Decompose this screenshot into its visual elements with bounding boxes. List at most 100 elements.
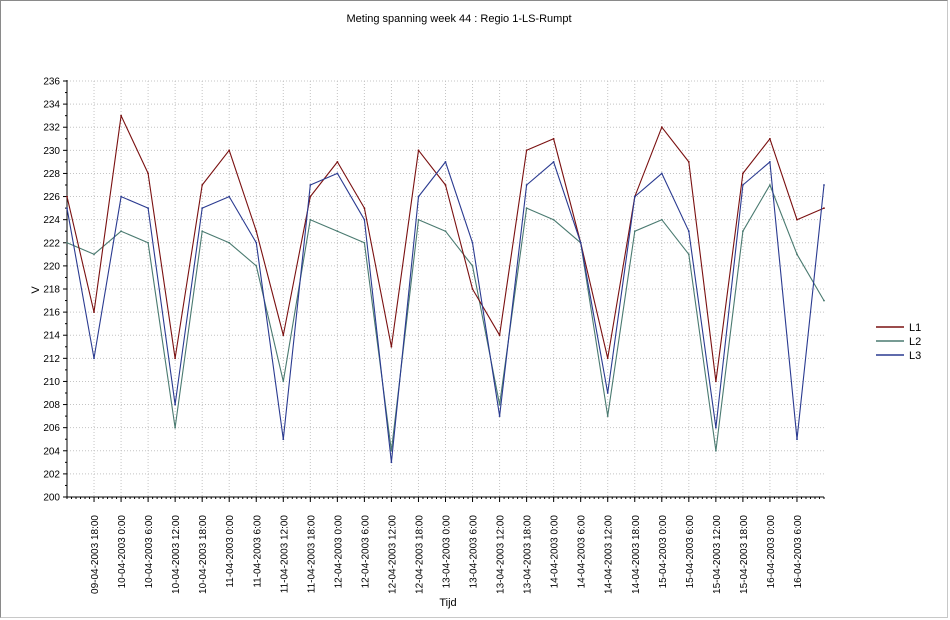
- data-point-l3: [336, 172, 339, 175]
- data-point-l2: [552, 218, 555, 221]
- data-point-l1: [742, 172, 744, 175]
- data-point-l3: [769, 161, 771, 163]
- data-point-l3: [498, 415, 501, 417]
- data-point-l2: [120, 230, 122, 233]
- y-tick-label: 220: [43, 261, 60, 272]
- data-point-l1: [228, 149, 231, 152]
- data-point-l1: [606, 357, 609, 360]
- data-point-l3: [471, 241, 474, 244]
- x-tick-label: 15-04-2003 18:00: [739, 515, 750, 594]
- data-point-l3: [823, 184, 825, 186]
- data-point-l3: [552, 161, 555, 163]
- data-point-l1: [552, 137, 555, 140]
- y-tick-label: 202: [43, 469, 60, 480]
- x-tick-label: 13-04-2003 0:00: [442, 515, 453, 589]
- data-point-l3: [363, 218, 366, 221]
- legend-label-l3: L3: [909, 350, 921, 362]
- data-point-l1: [498, 334, 501, 337]
- x-tick-label: 15-04-2003 0:00: [658, 515, 669, 589]
- x-tick-label: 12-04-2003 6:00: [360, 515, 371, 589]
- x-tick-label: 16-04-2003 0:00: [766, 515, 777, 589]
- data-point-l2: [444, 230, 447, 233]
- x-tick-label: 15-04-2003 12:00: [712, 515, 723, 594]
- data-point-l1: [525, 149, 528, 152]
- series-line-l2: [66, 184, 825, 452]
- grid-layer: [67, 80, 824, 498]
- y-tick-label: 236: [43, 77, 60, 88]
- x-tick-label: 10-04-2003 0:00: [117, 515, 128, 589]
- x-tick-label: 10-04-2003 12:00: [171, 515, 182, 594]
- x-tick-label: 14-04-2003 18:00: [631, 515, 642, 594]
- data-point-l2: [525, 207, 528, 210]
- y-tick-label: 200: [43, 493, 60, 504]
- data-point-l1: [444, 184, 447, 186]
- data-point-l1: [796, 218, 798, 221]
- x-tick-label: 14-04-2003 6:00: [577, 515, 588, 589]
- data-point-l2: [228, 241, 231, 244]
- chart-title: Meting spanning week 44 : Regio 1-LS-Rum…: [346, 13, 571, 25]
- x-tick-label: 14-04-2003 12:00: [604, 515, 615, 594]
- y-tick-label: 206: [43, 423, 60, 434]
- data-point-l2: [633, 230, 636, 233]
- x-axis-title: Tijd: [439, 597, 456, 609]
- data-point-l3: [715, 426, 717, 429]
- x-tick-label: 14-04-2003 0:00: [550, 515, 561, 589]
- series-line-l1: [66, 115, 825, 382]
- data-point-l2: [66, 241, 68, 244]
- x-tick-label: 11-04-2003 6:00: [252, 515, 263, 588]
- data-point-l1: [687, 161, 690, 163]
- data-point-l2: [742, 230, 744, 233]
- data-point-l2: [255, 265, 258, 267]
- data-point-l1: [390, 345, 393, 348]
- data-point-l2: [390, 449, 393, 452]
- x-tick-label: 13-04-2003 18:00: [523, 515, 534, 594]
- y-tick-label: 216: [43, 308, 60, 319]
- data-point-l2: [201, 230, 204, 233]
- legend: L1 L2 L3: [876, 322, 921, 362]
- data-point-l2: [93, 253, 95, 256]
- x-tick-label: 15-04-2003 6:00: [685, 515, 696, 589]
- series-layer: [66, 114, 825, 464]
- data-point-l2: [471, 265, 474, 267]
- data-point-l1: [660, 126, 663, 129]
- y-tick-label: 214: [43, 331, 60, 342]
- data-point-l2: [417, 218, 420, 221]
- data-point-l3: [147, 207, 150, 210]
- data-point-l3: [390, 461, 393, 464]
- data-point-l2: [769, 184, 771, 186]
- x-tick-label: 11-04-2003 0:00: [225, 515, 236, 588]
- y-tick-label: 210: [43, 377, 60, 388]
- data-point-l3: [282, 438, 285, 441]
- data-point-l1: [282, 334, 285, 337]
- y-tick-label: 208: [43, 400, 60, 411]
- data-point-l2: [174, 426, 177, 429]
- data-point-l1: [66, 195, 68, 198]
- x-tick-label: 09-04-2003 18:00: [90, 515, 101, 594]
- y-tick-label: 212: [43, 354, 60, 365]
- data-point-l3: [120, 195, 122, 198]
- y-tick-label: 232: [43, 123, 60, 134]
- y-tick-label: 230: [43, 146, 60, 157]
- data-point-l3: [93, 357, 95, 360]
- data-point-l3: [228, 195, 231, 198]
- x-tick-label: 12-04-2003 12:00: [387, 515, 398, 594]
- x-tick-label: 11-04-2003 12:00: [279, 515, 290, 594]
- data-point-l2: [823, 299, 825, 302]
- data-point-l3: [796, 438, 798, 441]
- data-point-l1: [336, 161, 339, 163]
- data-point-l2: [606, 415, 609, 417]
- y-tick-label: 224: [43, 215, 60, 226]
- data-point-l3: [417, 195, 420, 198]
- x-tick-label: 12-04-2003 18:00: [414, 515, 425, 594]
- data-point-l1: [823, 207, 825, 210]
- x-tick-label: 13-04-2003 12:00: [496, 515, 507, 594]
- data-point-l1: [93, 311, 95, 313]
- y-tick-label: 234: [43, 100, 60, 111]
- legend-label-l1: L1: [909, 322, 921, 334]
- data-point-l3: [174, 403, 177, 406]
- data-point-l1: [309, 195, 312, 198]
- y-tick-label: 228: [43, 169, 60, 180]
- data-point-l3: [606, 392, 609, 394]
